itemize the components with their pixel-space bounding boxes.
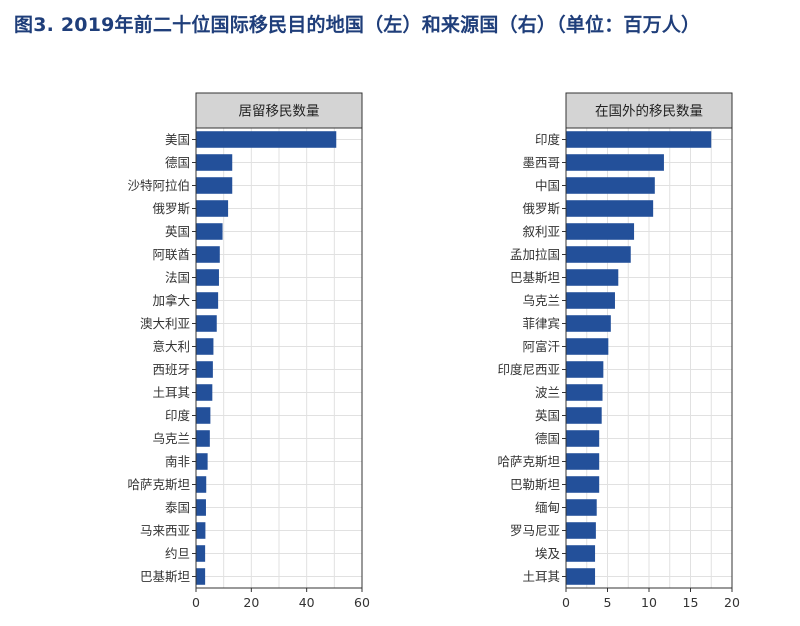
right-category-label: 罗马尼亚	[510, 523, 560, 538]
left-bar	[196, 499, 206, 516]
right-bar	[566, 522, 596, 539]
left-category-label: 沙特阿拉伯	[127, 178, 190, 193]
right-bar	[566, 499, 597, 516]
left-bar	[196, 361, 213, 378]
right-category-label: 哈萨克斯坦	[497, 454, 560, 469]
left-bar	[196, 453, 208, 470]
figure-title: 图3. 2019年前二十位国际移民目的地国（左）和来源国（右）（单位：百万人）	[14, 14, 701, 36]
right-category-label: 巴勒斯坦	[510, 477, 560, 492]
left-category-label: 土耳其	[152, 385, 190, 400]
left-bar	[196, 545, 206, 562]
right-category-label: 埃及	[535, 546, 561, 561]
left-bar	[196, 384, 213, 401]
right-category-label: 菲律宾	[522, 316, 560, 331]
left-category-label: 意大利	[152, 339, 190, 354]
right-bar	[566, 338, 609, 355]
left-strip-title: 居留移民数量	[239, 104, 320, 120]
right-bar	[566, 246, 631, 263]
left-x-tick-label: 40	[299, 595, 315, 610]
right-category-label: 俄罗斯	[522, 201, 560, 216]
left-category-label: 哈萨克斯坦	[127, 477, 190, 492]
right-bar	[566, 154, 664, 171]
left-x-tick-label: 0	[192, 595, 200, 610]
left-bar	[196, 407, 211, 424]
right-category-label: 阿富汗	[522, 339, 560, 354]
left-bar	[196, 200, 229, 217]
left-bar	[196, 154, 233, 171]
left-bar	[196, 223, 223, 240]
left-category-label: 泰国	[165, 500, 190, 515]
right-strip-title: 在国外的移民数量	[595, 104, 703, 120]
right-strip-header	[565, 92, 733, 129]
right-bar	[566, 476, 600, 493]
right-category-label: 土耳其	[522, 569, 560, 584]
left-panel: 美国德国沙特阿拉伯俄罗斯英国阿联酋法国加拿大澳大利亚意大利西班牙土耳其印度乌克兰…	[127, 92, 370, 610]
right-x-tick-label: 20	[724, 595, 740, 610]
right-category-label: 波兰	[535, 385, 560, 400]
left-bar	[196, 269, 219, 286]
left-category-label: 俄罗斯	[152, 201, 190, 216]
right-category-label: 德国	[535, 431, 560, 446]
left-category-label: 美国	[165, 132, 190, 147]
right-category-label: 巴基斯坦	[510, 270, 560, 285]
right-bar	[566, 430, 600, 447]
right-category-label: 中国	[535, 178, 560, 193]
left-bar	[196, 246, 220, 263]
left-category-label: 乌克兰	[152, 431, 190, 446]
left-category-label: 德国	[165, 155, 190, 170]
left-category-label: 英国	[165, 224, 190, 239]
right-bar	[566, 407, 602, 424]
left-category-label: 南非	[165, 454, 190, 469]
right-bar	[566, 453, 600, 470]
right-bar	[566, 292, 615, 309]
right-bar	[566, 568, 596, 585]
left-category-label: 加拿大	[152, 293, 190, 308]
right-x-tick-label: 15	[683, 595, 699, 610]
left-bar	[196, 292, 219, 309]
left-category-label: 西班牙	[152, 362, 190, 377]
left-bar	[196, 338, 214, 355]
left-bar	[196, 522, 206, 539]
right-panel: 印度墨西哥中国俄罗斯叙利亚孟加拉国巴基斯坦乌克兰菲律宾阿富汗印度尼西亚波兰英国德…	[497, 92, 740, 610]
right-x-tick-label: 0	[562, 595, 570, 610]
left-category-label: 澳大利亚	[140, 316, 190, 331]
left-bar	[196, 476, 207, 493]
left-strip-header	[195, 92, 363, 129]
right-bar	[566, 200, 654, 217]
right-category-label: 墨西哥	[522, 155, 560, 170]
right-bar	[566, 361, 604, 378]
left-x-tick-label: 60	[354, 595, 370, 610]
left-category-label: 约旦	[165, 546, 190, 561]
right-bar	[566, 223, 635, 240]
left-category-label: 马来西亚	[140, 523, 190, 538]
right-bar	[566, 315, 611, 332]
right-bar	[566, 177, 655, 194]
right-category-label: 乌克兰	[522, 293, 560, 308]
left-category-label: 阿联酋	[152, 247, 190, 262]
right-bar	[566, 384, 603, 401]
right-bar	[566, 545, 596, 562]
right-category-label: 印度尼西亚	[497, 362, 560, 377]
left-bar	[196, 315, 217, 332]
right-bar	[566, 269, 619, 286]
right-category-label: 叙利亚	[522, 224, 560, 239]
right-category-label: 英国	[535, 408, 560, 423]
left-bar	[196, 177, 233, 194]
left-category-label: 巴基斯坦	[140, 569, 190, 584]
right-category-label: 印度	[535, 132, 561, 147]
left-bar	[196, 131, 337, 148]
left-category-label: 印度	[165, 408, 191, 423]
left-category-label: 法国	[165, 270, 190, 285]
right-category-label: 孟加拉国	[510, 247, 560, 262]
left-x-tick-label: 20	[243, 595, 259, 610]
left-bar	[196, 568, 206, 585]
left-bar	[196, 430, 210, 447]
right-x-tick-label: 5	[604, 595, 612, 610]
right-category-label: 缅甸	[535, 500, 560, 515]
right-bar	[566, 131, 712, 148]
right-x-tick-label: 10	[641, 595, 657, 610]
